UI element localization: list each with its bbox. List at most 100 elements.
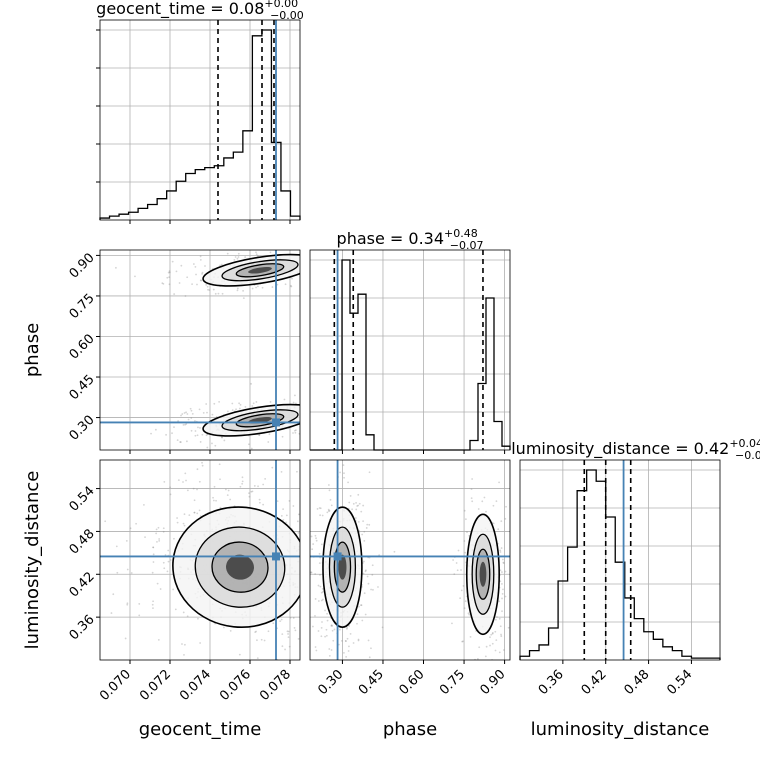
sample-point [328,648,331,650]
sample-point [494,649,497,652]
sample-point [213,402,216,405]
sample-point [258,681,260,683]
sample-point [314,663,316,665]
sample-point [370,588,372,591]
sample-point [360,510,363,513]
sample-point [296,520,299,523]
sample-point [322,273,324,275]
sample-point [329,278,331,280]
sample-point [176,517,178,519]
panel-2d-phase-luminosity_distance [306,459,513,704]
sample-point [305,253,307,255]
sample-point [489,636,491,639]
sample-point [183,513,186,516]
sample-point [311,256,313,258]
sample-point [303,527,305,529]
sample-point [302,576,304,578]
sample-point [375,408,377,410]
y-tick-label: 0.60 [67,332,98,363]
sample-point [287,633,289,635]
sample-point [369,264,371,266]
sample-point [236,287,239,290]
sample-point [314,534,317,537]
sample-point [268,433,271,436]
sample-point [306,497,308,499]
sample-point [297,532,300,534]
sample-point [192,263,195,265]
sample-point [280,470,283,473]
sample-point [162,530,165,533]
sample-point [492,522,495,525]
sample-point [460,569,462,571]
sample-point [362,572,365,575]
sample-point [307,622,309,624]
sample-point [237,252,240,255]
sample-point [311,591,313,593]
sample-point [484,655,487,658]
sample-point [155,528,158,531]
sample-point [190,409,193,412]
sample-point [358,502,361,505]
sample-point [302,507,304,509]
sample-point [381,626,384,629]
sample-point [116,571,119,574]
sample-point [196,434,199,437]
sample-point [292,505,295,507]
sample-point [361,533,364,536]
sample-point [320,612,322,614]
sample-point [168,283,171,286]
sample-point [319,262,321,264]
sample-point [497,528,500,531]
sample-point [152,546,155,549]
sample-point [343,476,345,479]
sample-point [313,403,315,405]
sample-point [500,635,503,638]
sample-point [251,287,254,290]
sample-point [219,506,222,509]
x-tick-label: 0.072 [137,667,174,704]
sample-point [126,602,129,605]
sample-point [255,253,258,256]
sample-point [500,633,502,636]
sample-point [346,627,348,630]
sample-point [251,662,253,664]
sample-point [186,489,189,492]
sample-point [223,439,226,442]
sample-point [380,422,382,424]
sample-point [468,613,471,616]
panel-frame [519,459,721,661]
sample-point [201,464,204,467]
sample-point [229,629,232,632]
sample-point [214,444,217,447]
sample-point [307,598,309,600]
sample-point [376,636,378,638]
truth-marker [272,418,280,427]
sample-point [97,619,99,621]
sample-point [248,685,250,687]
sample-point [457,549,460,552]
sample-point [318,622,320,624]
sample-point [316,276,318,278]
sample-point [325,628,328,631]
panel-2d-geocent_time-luminosity_distance [96,459,378,687]
sample-point [351,508,354,511]
sample-point [304,587,306,589]
sample-point [330,621,332,623]
sample-point [511,633,513,635]
sample-point [460,589,463,592]
sample-point [282,519,285,521]
sample-point [331,402,333,404]
sample-point [178,282,181,284]
sample-point [310,237,312,239]
sample-point [347,481,349,484]
sample-point [180,414,182,417]
sample-point [326,702,328,704]
truth-marker [272,552,280,561]
sample-point [504,595,507,598]
sample-point [498,651,501,654]
sample-point [315,278,317,280]
sample-point [339,267,341,269]
sample-point [312,262,314,264]
sample-point [292,401,295,404]
sample-point [356,417,358,419]
